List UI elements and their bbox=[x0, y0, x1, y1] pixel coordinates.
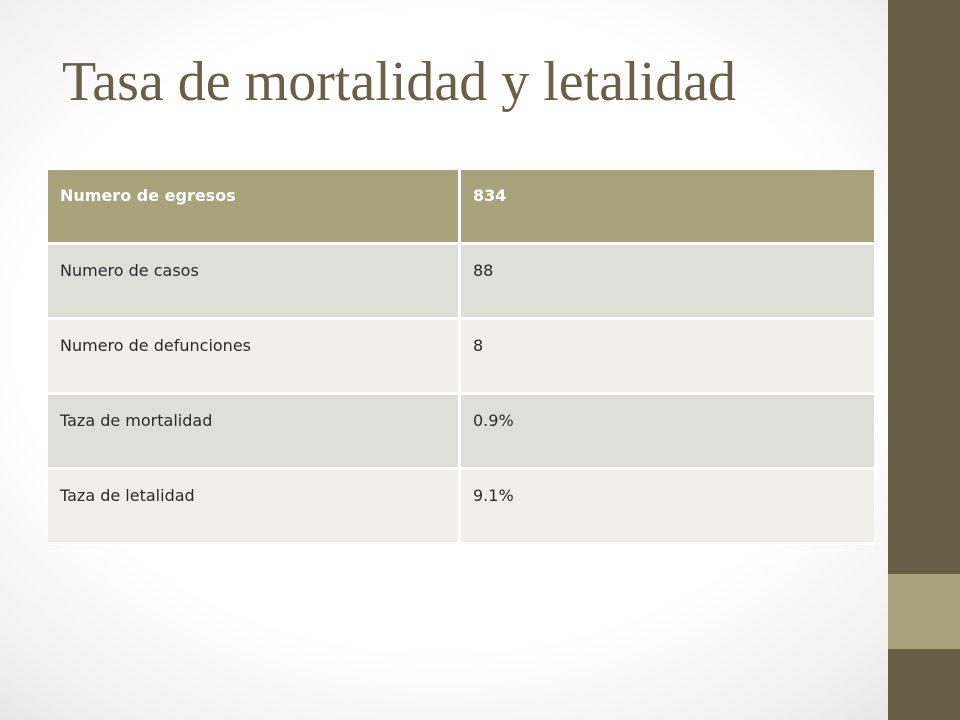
row-value-text: 8 bbox=[473, 336, 484, 355]
decorative-side-bar-top bbox=[888, 0, 960, 574]
header-label-text: Numero de egresos bbox=[60, 186, 236, 205]
table-cell-value: 834 bbox=[461, 170, 874, 245]
table-cell-label: Taza de mortalidad bbox=[48, 395, 461, 470]
table-cell-value: 9.1% bbox=[461, 470, 874, 545]
data-table: Numero de egresos 834 Numero de casos 88… bbox=[48, 170, 874, 545]
table-row: Taza de letalidad 9.1% bbox=[48, 470, 874, 545]
header-value-text: 834 bbox=[473, 186, 507, 205]
decorative-side-bar-bottom bbox=[888, 649, 960, 720]
table-row: Taza de mortalidad 0.9% bbox=[48, 395, 874, 470]
row-label-text: Taza de mortalidad bbox=[60, 411, 213, 430]
table-cell-label: Taza de letalidad bbox=[48, 470, 461, 545]
slide-title: Tasa de mortalidad y letalidad bbox=[62, 51, 737, 113]
table-cell-value: 0.9% bbox=[461, 395, 874, 470]
row-value-text: 0.9% bbox=[473, 411, 514, 430]
table-cell-value: 88 bbox=[461, 245, 874, 320]
table-row: Numero de defunciones 8 bbox=[48, 320, 874, 395]
row-label-text: Numero de defunciones bbox=[60, 336, 251, 355]
table-cell-label: Numero de casos bbox=[48, 245, 461, 320]
decorative-side-bar-accent bbox=[888, 574, 960, 649]
row-label-text: Taza de letalidad bbox=[60, 486, 195, 505]
table-header-row: Numero de egresos 834 bbox=[48, 170, 874, 245]
table-row: Numero de casos 88 bbox=[48, 245, 874, 320]
row-label-text: Numero de casos bbox=[60, 261, 199, 280]
table-cell-value: 8 bbox=[461, 320, 874, 395]
table-cell-label: Numero de defunciones bbox=[48, 320, 461, 395]
row-value-text: 9.1% bbox=[473, 486, 514, 505]
row-value-text: 88 bbox=[473, 261, 494, 280]
table-cell-label: Numero de egresos bbox=[48, 170, 461, 245]
